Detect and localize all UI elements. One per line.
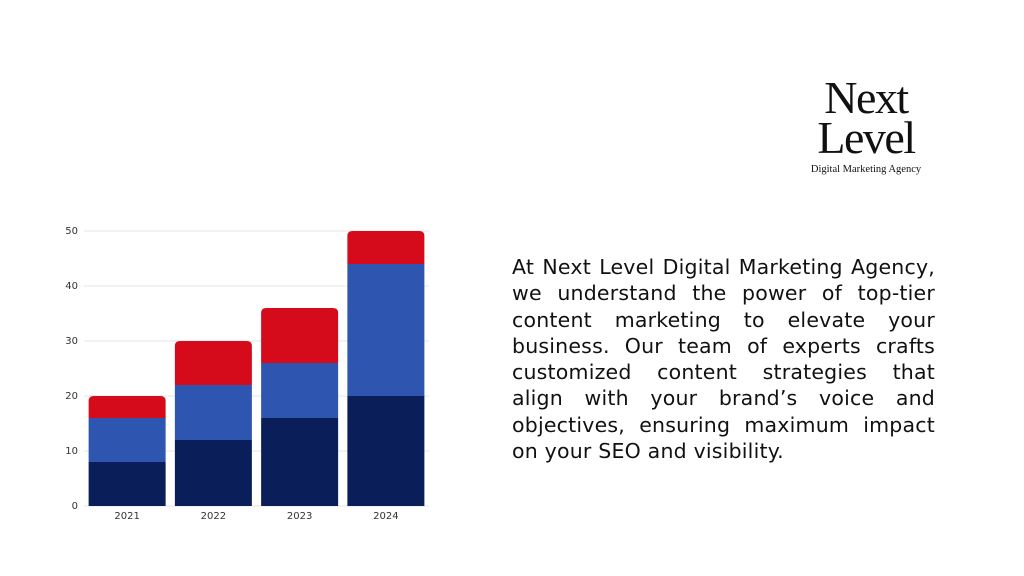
x-tick-label: 2023: [287, 511, 312, 522]
y-tick-label: 30: [65, 336, 78, 347]
logo-line: Level: [817, 112, 916, 163]
x-tick-label: 2021: [114, 511, 139, 522]
bar-segment: [347, 396, 425, 506]
bar-segment: [347, 231, 425, 264]
logo-tagline: Digital Marketing Agency: [810, 164, 922, 175]
bar-segment: [261, 418, 339, 506]
bar-segment: [88, 396, 166, 418]
y-tick-label: 40: [65, 281, 78, 292]
chart: 0 10 20 30 40 50 2021 2022 2023 2024: [65, 226, 429, 522]
bar-segment: [261, 363, 339, 418]
logo: Next Level Digital Marketing Agency: [796, 72, 936, 176]
bar-segment: [88, 462, 166, 506]
y-tick-label: 10: [65, 446, 78, 457]
logo-line: Next: [824, 72, 909, 123]
x-tick-label: 2024: [373, 511, 398, 522]
bar-segment: [174, 385, 252, 440]
bar-segment: [88, 418, 166, 462]
bar-segment: [347, 264, 425, 396]
bar-segment: [261, 308, 339, 363]
x-tick-label: 2022: [201, 511, 226, 522]
y-tick-label: 20: [65, 391, 78, 402]
y-tick-label: 0: [72, 501, 78, 512]
bar-segment: [174, 341, 252, 385]
bar-segment: [174, 440, 252, 506]
paragraph: At Next Level Digital Marketing Agency, …: [512, 255, 935, 464]
y-tick-label: 50: [65, 226, 78, 237]
